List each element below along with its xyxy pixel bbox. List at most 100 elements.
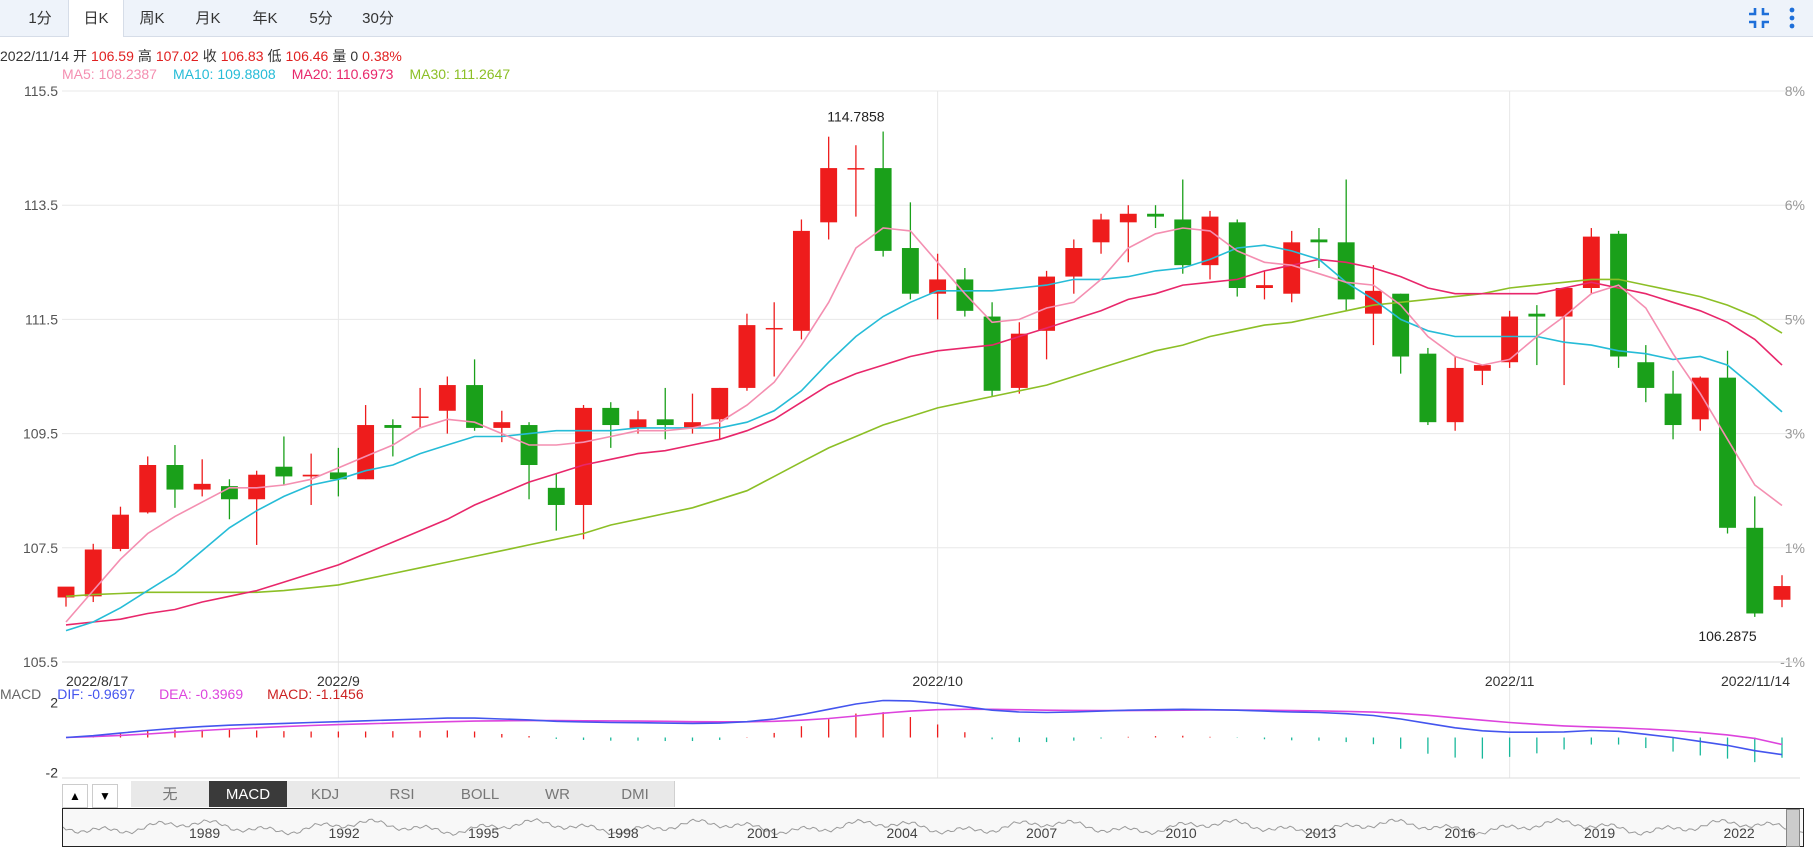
indicator-tab-boll[interactable]: BOLL — [441, 781, 520, 807]
x-tick-label: 2022/11/14 — [1721, 673, 1790, 689]
candle-body — [983, 316, 1001, 391]
x-tick-label: 2022/8/17 — [66, 673, 128, 689]
candle-body — [275, 466, 293, 477]
candle-body — [1773, 586, 1791, 600]
tab-weekly-k[interactable]: 周K — [139, 10, 165, 27]
indicator-tab-dmi[interactable]: DMI — [596, 781, 675, 807]
scroll-down-button[interactable]: ▼ — [92, 784, 118, 808]
candle-body — [684, 422, 701, 428]
candle-body — [438, 385, 456, 411]
candle-body — [901, 248, 919, 294]
indicator-tab-rsi[interactable]: RSI — [363, 781, 442, 807]
candle-body — [357, 425, 375, 480]
tab-1min[interactable]: 1分 — [28, 10, 52, 27]
candle-body — [874, 168, 892, 251]
tab-30min[interactable]: 30分 — [362, 10, 394, 27]
candle-body — [139, 465, 157, 513]
candle-body — [1174, 219, 1192, 266]
ma10-legend: MA10: 109.8808 — [172, 66, 276, 82]
candle-body — [1637, 362, 1655, 388]
candle-body — [765, 327, 783, 330]
navigator-year-label: 2001 — [747, 825, 779, 841]
candle-body — [711, 387, 729, 420]
low-value: 106.46 — [285, 48, 329, 64]
macd-legend: MACD DIF: -0.9697 DEA: -0.3969 MACD: -1.145… — [0, 686, 364, 702]
y-tick-label: 109.5 — [23, 426, 58, 442]
tab-daily-k[interactable]: 日K — [68, 0, 124, 37]
candle-body — [84, 549, 102, 597]
candle-body — [1201, 216, 1219, 266]
exit-fullscreen-icon[interactable] — [1747, 6, 1771, 30]
navigator-year-label: 2016 — [1444, 825, 1476, 841]
ohlc-info: 2022/11/14 开 106.59 高 107.02 收 106.83 低 106.46 量 0… — [0, 46, 402, 66]
ma30-legend: MA30: 111.2647 — [409, 66, 511, 82]
candle-body — [1582, 236, 1600, 288]
candle-body — [847, 168, 865, 170]
more-options-icon[interactable] — [1786, 5, 1798, 31]
info-date: 2022/11/14 — [0, 48, 70, 64]
high-label: 高 — [137, 48, 152, 64]
y-tick-label: 107.5 — [23, 540, 58, 556]
history-navigator[interactable]: 1989 1992 1995 1998 2001 2004 2007 2010 2013 2016… — [62, 808, 1804, 847]
y-tick-label: 115.5 — [24, 83, 58, 99]
price-annotation: 106.2875 — [1698, 628, 1757, 644]
candle-body — [1092, 219, 1110, 243]
pct-tick-label: 3% — [1785, 426, 1805, 442]
candle-body — [1256, 285, 1273, 288]
candle-body — [1746, 527, 1764, 614]
candle-body — [57, 586, 75, 598]
candle-body — [1310, 239, 1328, 243]
indicator-tab-macd[interactable]: MACD — [209, 781, 288, 807]
ma10-line — [65, 244, 1783, 632]
candle-body — [820, 168, 838, 223]
price-annotation: 114.7858 — [827, 109, 885, 125]
candle-body — [166, 465, 184, 490]
navigator-year-label: 2004 — [886, 825, 918, 841]
indicator-tab-none[interactable]: 无 — [131, 781, 210, 807]
candle-body — [329, 472, 347, 480]
pct-tick-label: 5% — [1785, 311, 1805, 327]
navigator-year-label: 2019 — [1584, 825, 1616, 841]
navigator-year-label: 2010 — [1165, 825, 1197, 841]
candle-body — [384, 425, 402, 428]
indicator-tab-wr[interactable]: WR — [519, 781, 597, 807]
candle-body — [1419, 353, 1437, 423]
macd-y-tick-label: 2 — [50, 694, 58, 710]
close-label: 收 — [202, 48, 217, 64]
volume-label: 量 — [332, 48, 347, 64]
indicator-tab-kdj[interactable]: KDJ — [287, 781, 364, 807]
dea-legend: DEA: -0.3969 — [159, 686, 244, 702]
candle-body — [411, 416, 429, 418]
tab-5min[interactable]: 5分 — [309, 10, 333, 27]
candle-body — [1528, 313, 1546, 317]
scroll-up-button[interactable]: ▲ — [62, 784, 88, 808]
navigator-year-label: 1995 — [468, 825, 500, 841]
pct-tick-label: 6% — [1785, 197, 1805, 213]
navigator-year-label: 2022 — [1723, 825, 1755, 841]
candle-body — [466, 385, 484, 428]
period-tab-bar: 1分 日K 周K 月K 年K 5分 30分 — [0, 0, 1813, 37]
candle-body — [1446, 367, 1464, 423]
navigator-year-label: 2013 — [1305, 825, 1337, 841]
macd-y-tick-label: -2 — [46, 765, 59, 781]
tab-monthly-k[interactable]: 月K — [195, 10, 221, 27]
candle-body — [1473, 365, 1491, 371]
candle-body — [1664, 393, 1682, 426]
candle-body — [1065, 248, 1083, 277]
candle-body — [629, 419, 647, 428]
candle-body — [602, 407, 620, 426]
tab-yearly-k[interactable]: 年K — [252, 10, 278, 27]
x-tick-label: 2022/9 — [317, 673, 360, 689]
change-value: 0.38% — [362, 48, 402, 64]
navigator-handle[interactable] — [1786, 809, 1800, 847]
dif-legend: DIF: -0.9697 — [57, 686, 136, 702]
candle-body — [738, 325, 756, 388]
candle-body — [1010, 333, 1028, 388]
candle-body — [956, 279, 974, 311]
candle-body — [656, 419, 674, 426]
y-tick-label: 113.5 — [24, 197, 58, 213]
open-value: 106.59 — [91, 48, 134, 64]
ma20-line — [65, 258, 1783, 626]
candle-body — [547, 487, 565, 505]
